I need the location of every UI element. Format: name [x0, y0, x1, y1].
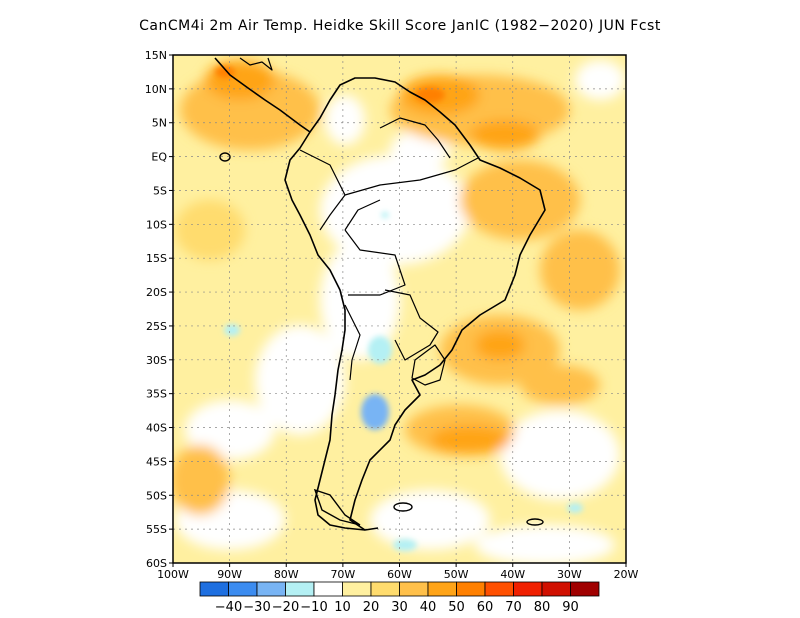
colorbar-swatch: [342, 581, 372, 597]
colorbar-swatch: [256, 581, 286, 597]
lon-label-50W: 50W: [444, 568, 469, 581]
colorbar-swatch: [541, 581, 571, 597]
lat-label-35S: 35S: [146, 388, 167, 401]
lat-label-5N: 5N: [152, 117, 167, 130]
colorbar-label: 40: [420, 600, 437, 615]
colorbar-swatch: [370, 581, 400, 597]
lat-label-55S: 55S: [146, 523, 167, 536]
colorbar-swatch: [484, 581, 514, 597]
lat-label-EQ: EQ: [151, 151, 167, 164]
colorbar-swatch: [228, 581, 258, 597]
longitude-axis: 100W 90W 80W 70W 60W 50W 40W 30W 20W: [157, 563, 639, 581]
colorbar-swatch: [570, 581, 600, 597]
lon-label-20W: 20W: [614, 568, 639, 581]
lat-label-5S: 5S: [153, 184, 167, 197]
colorbar: −40 −30 −20 −10 10 20 30 40 50 60 70 80 90: [199, 581, 600, 615]
score-field: [173, 55, 626, 563]
colorbar-label: −10: [300, 600, 327, 615]
colorbar-label: 20: [363, 600, 380, 615]
lon-label-80W: 80W: [274, 568, 299, 581]
lat-label-15N: 15N: [145, 49, 167, 62]
lat-label-45S: 45S: [146, 455, 167, 468]
colorbar-swatch: [513, 581, 543, 597]
colorbar-swatch: [313, 581, 343, 597]
colorbar-swatch: [285, 581, 315, 597]
latitude-axis: 15N 10N 5N EQ 5S 10S 15S 20S 25S 30S 35S 40S 45S 50S 5…: [145, 49, 173, 570]
colorbar-label: −20: [272, 600, 299, 615]
colorbar-label: 70: [505, 600, 522, 615]
lat-label-20S: 20S: [146, 286, 167, 299]
colorbar-label: −30: [243, 600, 270, 615]
colorbar-swatch: [199, 581, 229, 597]
colorbar-label: 30: [391, 600, 408, 615]
colorbar-swatch: [427, 581, 457, 597]
lon-label-100W: 100W: [157, 568, 189, 581]
lat-label-60S: 60S: [146, 557, 167, 570]
lon-label-70W: 70W: [330, 568, 355, 581]
lat-label-10N: 10N: [145, 83, 167, 96]
colorbar-label: 90: [562, 600, 579, 615]
lat-label-15S: 15S: [146, 252, 167, 265]
lat-label-25S: 25S: [146, 320, 167, 333]
colorbar-label: 80: [534, 600, 551, 615]
colorbar-swatch: [456, 581, 486, 597]
lon-label-90W: 90W: [217, 568, 242, 581]
lat-label-50S: 50S: [146, 489, 167, 502]
colorbar-label: 60: [477, 600, 494, 615]
lat-label-30S: 30S: [146, 354, 167, 367]
lon-label-30W: 30W: [557, 568, 582, 581]
islands: [219, 152, 544, 526]
map-title: CanCM4i 2m Air Temp. Heidke Skill Score …: [139, 18, 661, 34]
colorbar-label: 50: [448, 600, 465, 615]
coastlines: [214, 57, 546, 531]
colorbar-label: 10: [334, 600, 351, 615]
lat-label-10S: 10S: [146, 218, 167, 231]
graticule: [173, 55, 626, 563]
colorbar-swatch: [399, 581, 429, 597]
colorbar-label: −40: [215, 600, 242, 615]
lon-label-60W: 60W: [387, 568, 412, 581]
lat-label-40S: 40S: [146, 422, 167, 435]
lon-label-40W: 40W: [500, 568, 525, 581]
